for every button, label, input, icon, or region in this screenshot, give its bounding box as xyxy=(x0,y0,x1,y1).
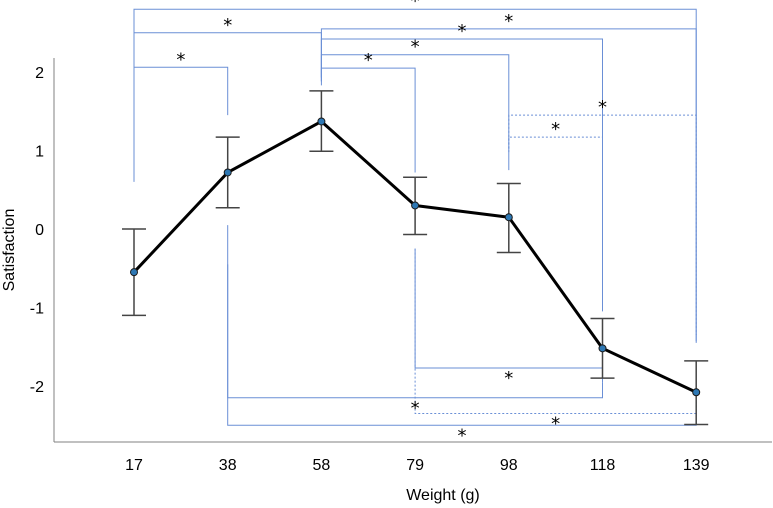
data-point xyxy=(130,268,138,277)
y-tick-label: -2 xyxy=(30,379,44,396)
x-tick-label: 118 xyxy=(590,457,616,474)
significance-bracket xyxy=(508,136,603,310)
significance-star: * xyxy=(457,425,466,446)
x-tick-label: 38 xyxy=(219,457,237,474)
significance-star: * xyxy=(551,413,560,434)
significance-star: * xyxy=(551,119,560,140)
data-point xyxy=(411,201,420,210)
data-points xyxy=(130,117,701,397)
data-point xyxy=(598,344,607,353)
y-axis-title: Satisfaction xyxy=(1,209,18,292)
significance-star: * xyxy=(411,0,420,12)
x-tick-label: 58 xyxy=(313,457,331,474)
significance-star: * xyxy=(364,50,373,71)
significance-bracket xyxy=(320,67,416,173)
significance-brackets: * * * * * * * * * * * * * xyxy=(133,0,697,446)
significance-bracket xyxy=(227,225,697,426)
significance-star: * xyxy=(176,49,185,70)
x-tick-label: 139 xyxy=(683,457,710,474)
x-tick-label: 98 xyxy=(500,457,518,474)
significance-star: * xyxy=(223,15,232,36)
significance-star: * xyxy=(504,368,513,389)
x-axis-title: Weight (g) xyxy=(406,487,480,504)
data-point xyxy=(317,117,326,126)
significance-bracket xyxy=(133,66,229,116)
data-point xyxy=(223,168,232,177)
y-tick-label: -1 xyxy=(30,301,44,318)
significance-star: * xyxy=(504,11,513,32)
significance-star: * xyxy=(411,37,420,58)
x-tick-label: 79 xyxy=(406,457,424,474)
significance-bracket xyxy=(414,248,697,414)
significance-bracket xyxy=(320,38,603,312)
significance-star: * xyxy=(598,97,607,118)
significance-bracket xyxy=(320,54,510,171)
data-point xyxy=(692,388,701,397)
x-tick-labels: 17 38 58 79 98 118 139 xyxy=(125,457,710,474)
significance-bracket xyxy=(414,248,603,383)
x-tick-label: 17 xyxy=(125,457,143,474)
significance-star: * xyxy=(457,21,466,42)
y-tick-labels: 2 1 0 -1 -2 xyxy=(30,65,44,396)
y-tick-label: 0 xyxy=(35,222,44,239)
significance-bracket xyxy=(508,114,697,335)
y-tick-label: 2 xyxy=(35,65,44,82)
y-tick-label: 1 xyxy=(35,144,44,161)
significance-star: * xyxy=(411,398,420,419)
data-point xyxy=(504,213,513,222)
